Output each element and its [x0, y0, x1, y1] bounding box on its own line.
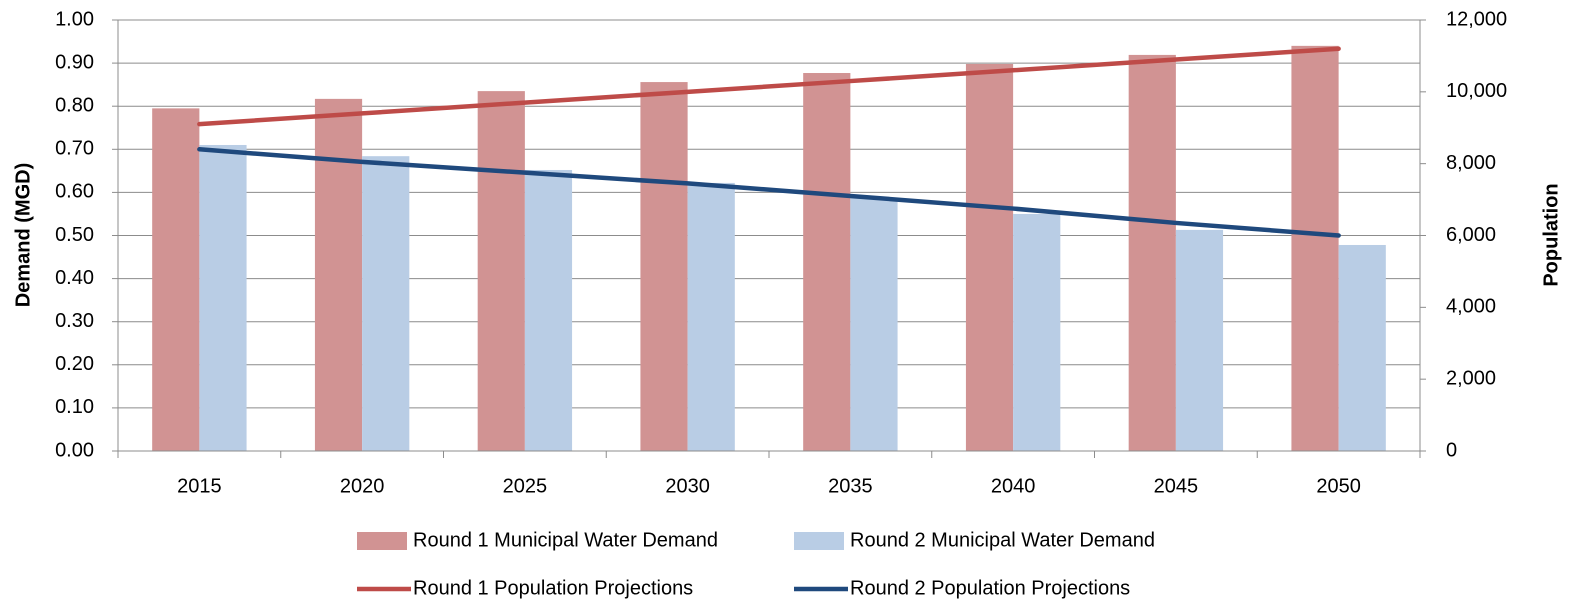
y2-tick-label: 2,000 — [1446, 367, 1496, 389]
y2-tick-label: 0 — [1446, 439, 1457, 461]
y2-tick-label: 6,000 — [1446, 224, 1496, 246]
x-tick-label: 2050 — [1316, 475, 1361, 497]
bar — [1013, 213, 1061, 451]
x-tick-label: 2035 — [828, 475, 873, 497]
legend-label: Round 2 Population Projections — [850, 577, 1130, 599]
bar — [850, 198, 898, 451]
legend-swatch — [794, 532, 844, 550]
bar — [965, 63, 1014, 451]
legend-label: Round 1 Municipal Water Demand — [413, 529, 718, 551]
y-tick-label: 1.00 — [55, 8, 94, 30]
y2-axis-title: Population — [1540, 183, 1562, 286]
y-tick-label: 0.80 — [55, 94, 94, 116]
bar — [152, 108, 200, 451]
y-tick-label: 0.50 — [55, 224, 94, 246]
y-tick-label: 0.20 — [55, 353, 94, 375]
legend-label: Round 1 Population Projections — [413, 577, 693, 599]
bar — [199, 144, 247, 452]
line — [197, 46, 1341, 127]
x-tick-label: 2045 — [1154, 475, 1199, 497]
legend-label: Round 2 Municipal Water Demand — [850, 529, 1155, 551]
y-axis-title: Demand (MGD) — [12, 163, 34, 307]
x-tick-label: 2020 — [340, 475, 385, 497]
y-tick-label: 0.30 — [55, 310, 94, 332]
y-tick-label: 0.90 — [55, 51, 94, 73]
y-tick-label: 0.00 — [55, 439, 94, 461]
bar — [1128, 54, 1176, 451]
bar — [362, 156, 410, 452]
bar — [640, 82, 688, 452]
x-tick-label: 2025 — [503, 475, 548, 497]
y2-tick-label: 4,000 — [1446, 296, 1496, 318]
bar — [524, 169, 573, 451]
bar — [687, 182, 735, 451]
y-tick-label: 0.70 — [55, 138, 94, 160]
bar — [803, 73, 851, 451]
y2-tick-label: 10,000 — [1446, 80, 1507, 102]
legend-swatch — [357, 532, 407, 550]
bar — [314, 98, 363, 452]
bar — [1338, 244, 1386, 451]
bar — [1175, 229, 1224, 451]
x-tick-label: 2040 — [991, 475, 1036, 497]
y-tick-label: 0.10 — [55, 396, 94, 418]
bar — [1291, 45, 1339, 452]
x-tick-label: 2015 — [177, 475, 222, 497]
y2-tick-label: 12,000 — [1446, 8, 1507, 30]
line — [197, 147, 1341, 238]
x-tick-label: 2030 — [665, 475, 710, 497]
y2-tick-label: 8,000 — [1446, 152, 1496, 174]
bar — [477, 91, 525, 452]
y-tick-label: 0.60 — [55, 181, 94, 203]
y-tick-label: 0.40 — [55, 267, 94, 289]
